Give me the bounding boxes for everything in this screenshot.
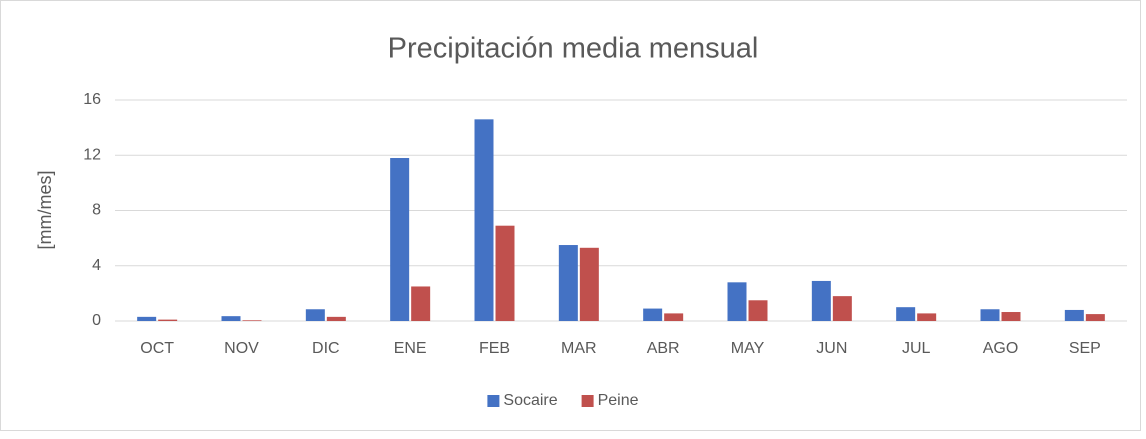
bar [242, 320, 262, 321]
bar [980, 309, 1000, 321]
x-tick-label: DIC [312, 340, 340, 357]
x-tick-label: ABR [647, 340, 680, 357]
bar [917, 313, 937, 321]
bar [305, 309, 325, 321]
bar [558, 245, 578, 321]
bar [727, 282, 747, 321]
legend-swatch [487, 395, 500, 407]
bar [1085, 314, 1105, 321]
bar [811, 280, 831, 321]
x-tick-label: JUN [816, 340, 847, 357]
bar [221, 316, 241, 321]
x-tick-label: AGO [983, 340, 1019, 357]
y-tick-label: 12 [83, 146, 101, 163]
bar [643, 308, 663, 321]
y-tick-label: 8 [92, 202, 101, 219]
chart-frame [0, 0, 1141, 431]
bar [748, 300, 768, 321]
x-tick-label: ENE [394, 340, 427, 357]
bar [326, 316, 346, 321]
bar [495, 225, 515, 321]
x-tick-label: MAY [731, 340, 765, 357]
bar [390, 158, 410, 321]
bar [896, 307, 916, 321]
bar [832, 296, 852, 321]
bar [411, 286, 431, 321]
y-tick-label: 4 [92, 257, 101, 274]
bar [474, 119, 494, 322]
bar [158, 319, 178, 321]
x-tick-label: FEB [479, 340, 510, 357]
legend-label: Peine [598, 392, 639, 409]
chart-title: Precipitación media mensual [388, 33, 759, 65]
bar [1001, 312, 1021, 321]
x-tick-label: OCT [140, 340, 174, 357]
x-tick-label: MAR [561, 340, 597, 357]
bar [1064, 309, 1084, 321]
y-tick-label: 16 [83, 91, 101, 108]
x-tick-label: SEP [1069, 340, 1101, 357]
y-tick-label: 0 [92, 312, 101, 329]
bar [664, 313, 684, 321]
legend-label: Socaire [503, 392, 557, 409]
x-tick-label: JUL [902, 340, 931, 357]
bar [579, 247, 599, 321]
y-axis-label: [mm/mes] [35, 171, 55, 250]
x-tick-label: NOV [224, 340, 259, 357]
legend-swatch [581, 395, 594, 407]
bar [137, 316, 157, 321]
